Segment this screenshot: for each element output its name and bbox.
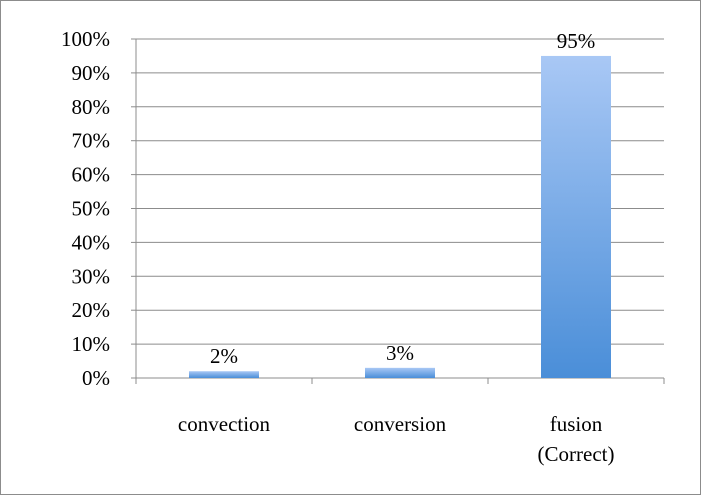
bar [189, 371, 259, 378]
y-tick-label: 20% [72, 298, 111, 322]
bar [365, 367, 435, 378]
y-tick-label: 70% [72, 129, 111, 153]
y-axis-tick-labels: 0% 10% 20% 30% 40% 50% 60% 70% 80% 90% 100% [61, 27, 110, 390]
bar [541, 55, 611, 378]
y-tick-label: 30% [72, 264, 111, 288]
data-label: 3% [386, 341, 414, 365]
bars [189, 55, 611, 378]
category-label: (Correct) [538, 442, 615, 466]
x-axis-category-labels: convection conversion fusion (Correct) [178, 412, 615, 466]
category-label: convection [178, 412, 271, 436]
data-label: 2% [210, 344, 238, 368]
category-label: conversion [354, 412, 447, 436]
y-tick-label: 0% [82, 366, 110, 390]
y-tick-label: 60% [72, 163, 111, 187]
y-tick-label: 10% [72, 332, 111, 356]
y-tick-label: 90% [72, 61, 111, 85]
data-label: 95% [557, 29, 596, 53]
y-tick-label: 40% [72, 230, 111, 254]
y-tick-label: 80% [72, 95, 111, 119]
category-label: fusion [550, 412, 603, 436]
data-labels: 2% 3% 95% [210, 29, 595, 368]
y-tick-label: 50% [72, 197, 111, 221]
y-tick-label: 100% [61, 27, 110, 51]
